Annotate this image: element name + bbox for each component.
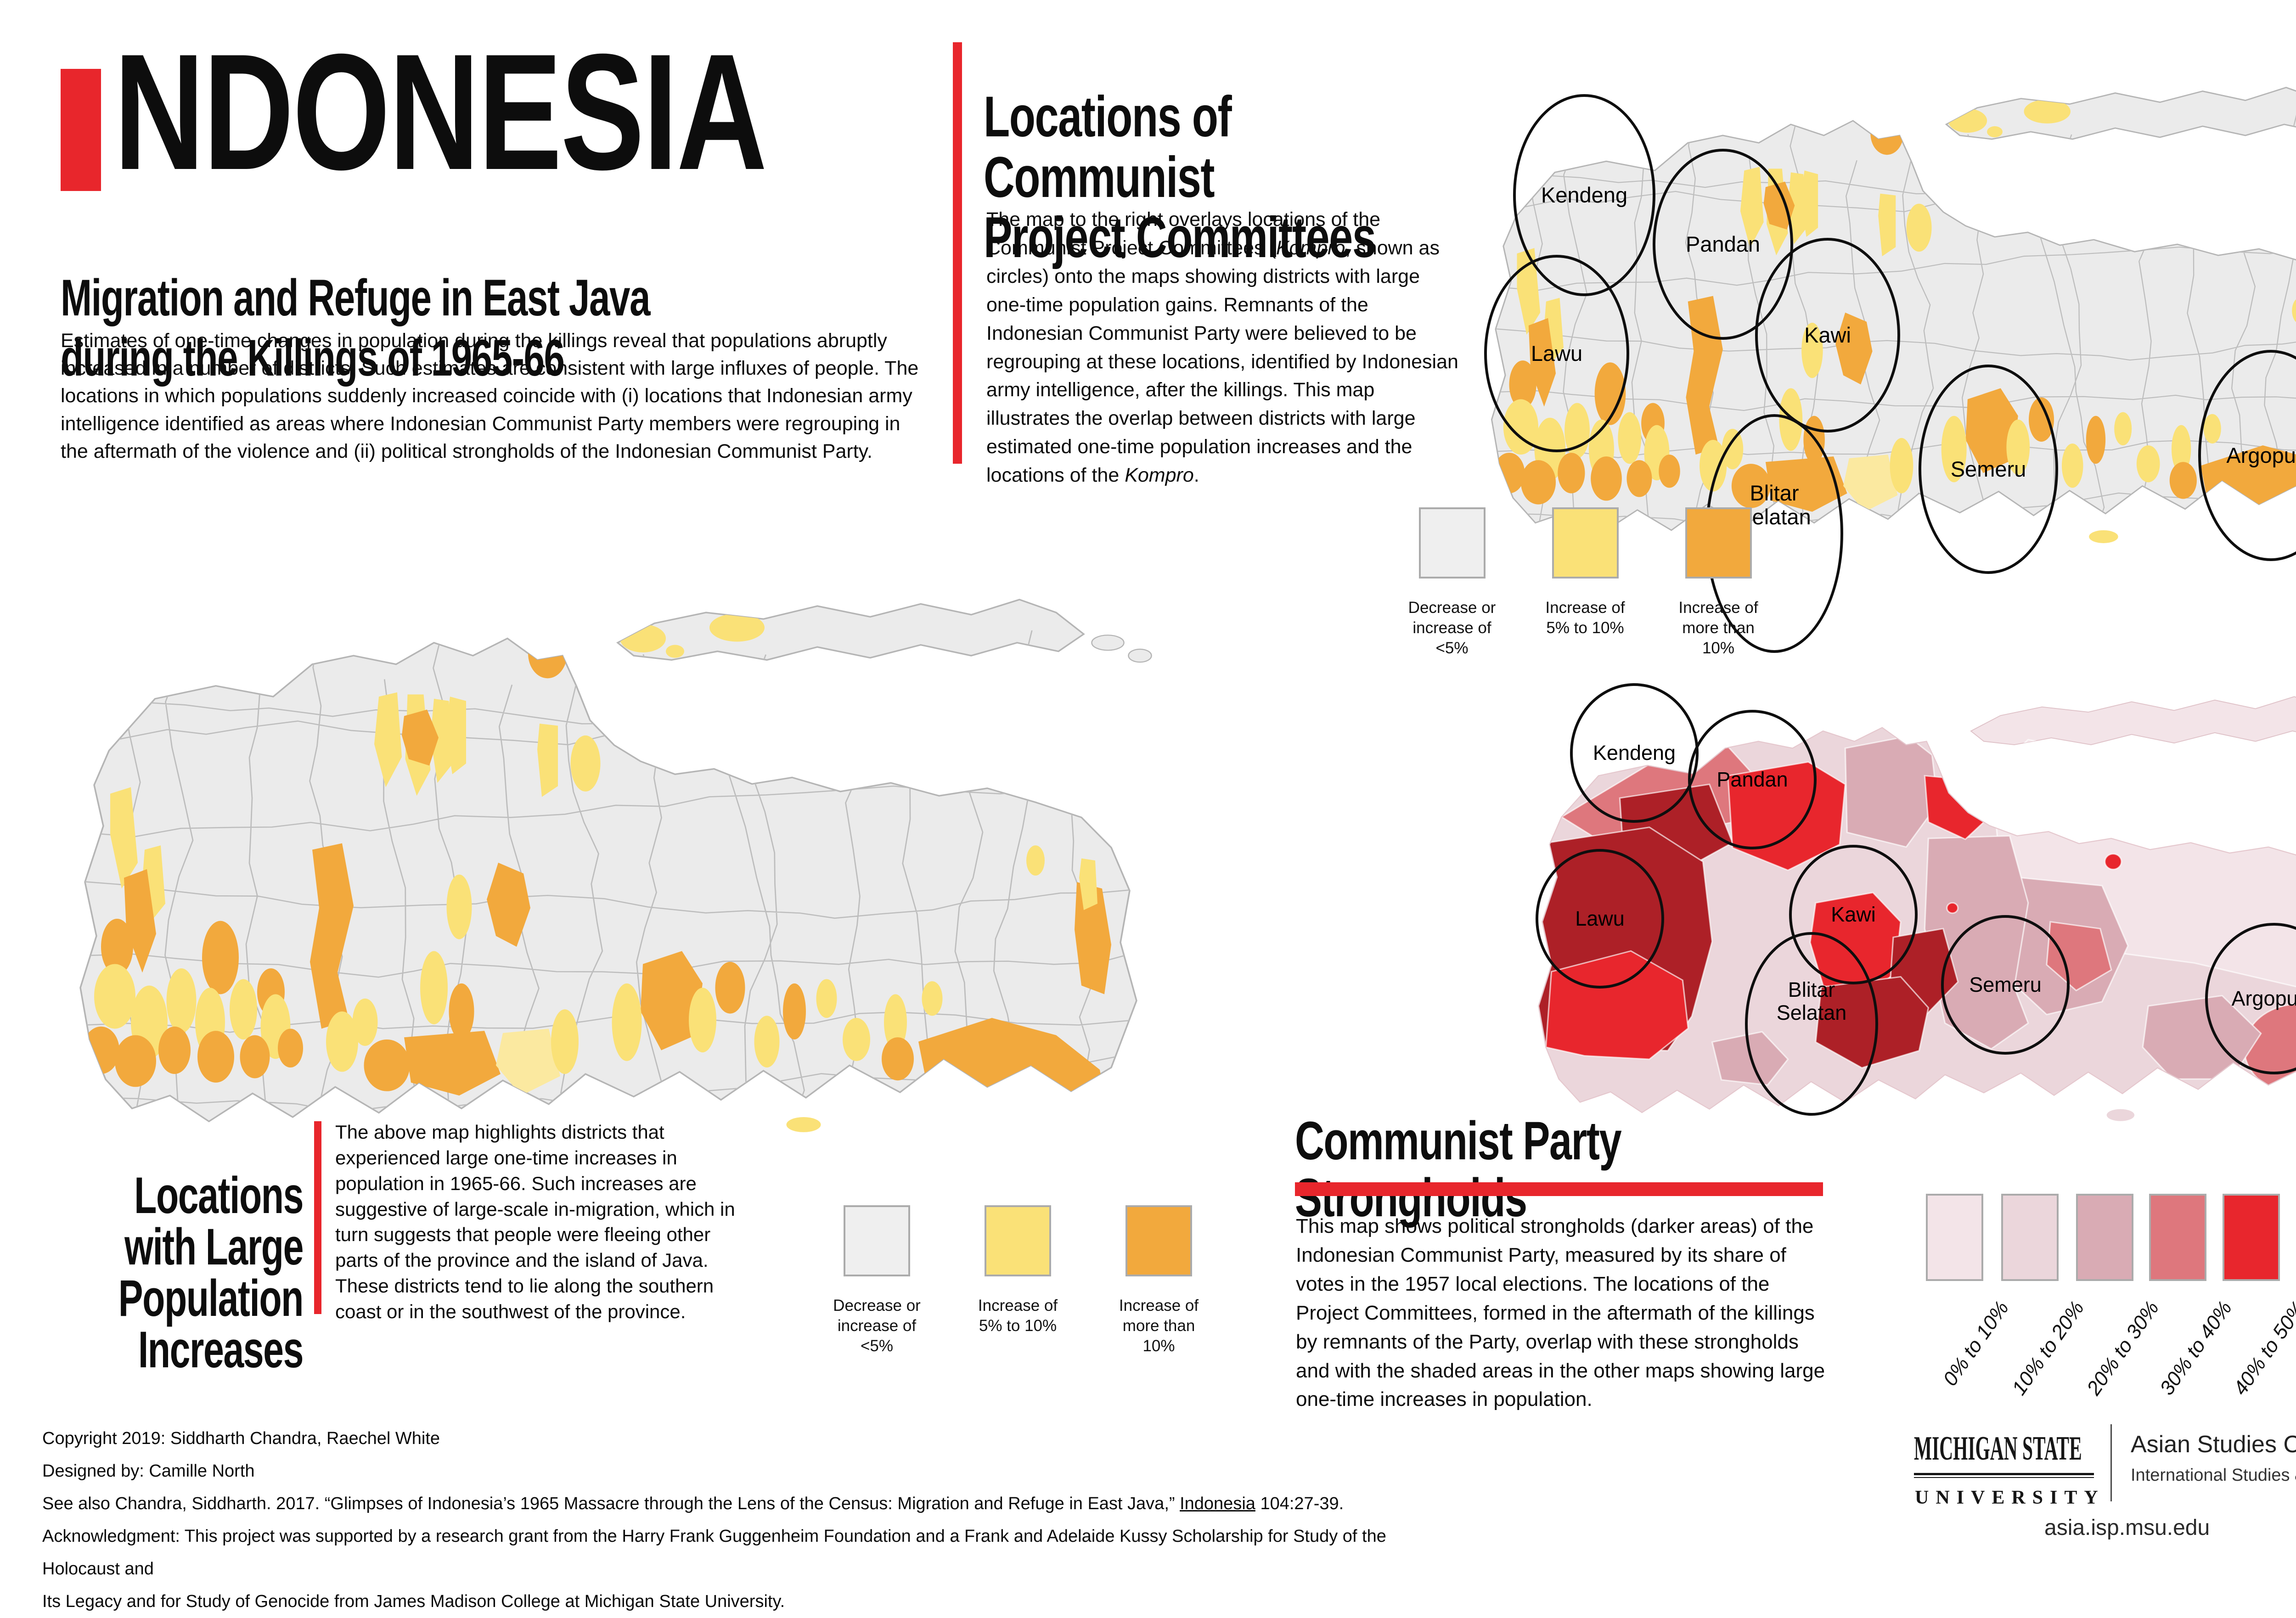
acknowledgment-line: Its Legacy and for Study of Genocide fro…	[42, 1592, 785, 1611]
legend-swatch-yellow	[985, 1205, 1051, 1276]
region-label: Lawu	[1531, 341, 1583, 366]
legend-label: Decrease or increase of <5%	[833, 1297, 921, 1355]
region-label: Kendeng	[1541, 183, 1628, 208]
strongholds-paragraph: This map shows political strongholds (da…	[1296, 1215, 1825, 1411]
increases-heading: Locations with Large Population Increase…	[118, 1167, 304, 1378]
strongholds-circle-blitar-selatan: Blitar Selatan	[1745, 932, 1878, 1116]
legend-swatch-orange	[1685, 507, 1752, 579]
votes-swatch-30-40	[2149, 1194, 2206, 1281]
legend-item: Decrease or increase of <5%	[825, 1205, 929, 1356]
region-label: Kendeng	[1593, 741, 1676, 765]
legend-swatch-orange	[1125, 1205, 1192, 1276]
citation-line: See also Chandra, Siddharth. 2017. “Glim…	[42, 1488, 1420, 1520]
strongholds-circle-semeru: Semeru	[1941, 915, 2070, 1055]
msu-wordmark: MICHIGAN STATE	[1914, 1430, 2082, 1467]
strongholds-circle-kendeng: Kendeng	[1570, 683, 1699, 823]
increases-paragraph: The above map highlights districts that …	[335, 1121, 735, 1323]
legend-item: Decrease or increase of <5%	[1401, 507, 1503, 658]
legend-label: Increase of 5% to 10%	[1545, 599, 1625, 637]
votes-swatch-40-50	[2223, 1194, 2280, 1281]
region-label: Pandan	[1685, 232, 1761, 257]
kompro-paragraph-text: The map to the right overlays locations …	[986, 208, 1381, 259]
copyright-line: Copyright 2019: Siddharth Chandra, Raech…	[42, 1429, 440, 1448]
legend-item: Increase of 5% to 10%	[966, 1205, 1069, 1356]
kompro-circle-kawi: Kawi	[1755, 238, 1900, 433]
strongholds-heading: Communist Party Strongholds	[1295, 1110, 1622, 1228]
legend-population-top: Decrease or increase of <5% Increase of …	[1401, 507, 1769, 658]
international-studies-programs: International Studies & Programs	[2131, 1466, 2296, 1485]
kompro-paragraph-text: , shown as circles) onto the maps showin…	[986, 236, 1458, 487]
map-population-large	[46, 535, 1194, 1139]
msu-url: asia.isp.msu.edu	[2044, 1516, 2210, 1540]
citation-text: 104:27-39.	[1255, 1494, 1344, 1513]
region-label: Lawu	[1575, 907, 1625, 931]
msu-rule	[1914, 1473, 2094, 1475]
strongholds-circle-lawu: Lawu	[1536, 849, 1664, 989]
poster-page: { "meta": { "accent_red": "#E8262C", "ma…	[42, 20, 2296, 1611]
title-text: NDONESIA	[114, 20, 767, 204]
legend-swatch-gray	[1418, 507, 1486, 579]
legend-swatch-gray	[844, 1205, 910, 1276]
legend-swatch-yellow	[1552, 507, 1619, 579]
msu-divider	[2110, 1424, 2112, 1501]
region-label: Argopuro	[2226, 443, 2296, 468]
legend-item: Increase of more than 10%	[1107, 1205, 1210, 1356]
strongholds-circle-pandan: Pandan	[1688, 710, 1817, 849]
region-label: Kawi	[1804, 323, 1851, 348]
increases-accent-bar	[314, 1121, 321, 1314]
legend-label: Decrease or increase of <5%	[1408, 599, 1496, 657]
kompro-italic: Kompro	[1125, 464, 1194, 487]
region-label: Kawi	[1831, 903, 1876, 927]
kompro-heading: Locations of Communist Project Committee…	[984, 85, 1376, 270]
votes-swatch-10-20	[2001, 1194, 2059, 1281]
votes-swatch-0-10	[1926, 1194, 1983, 1281]
region-label: Argopuro	[2231, 987, 2296, 1011]
kompro-circle-semeru: Semeru	[1919, 365, 2058, 574]
legend-population-bottom: Decrease or increase of <5% Increase of …	[825, 1205, 1210, 1356]
citation-text: See also Chandra, Siddharth. 2017. “Glim…	[42, 1494, 1180, 1513]
legend-label: Increase of more than 10%	[1119, 1297, 1199, 1355]
region-label: Pandan	[1716, 768, 1788, 792]
kompro-circle-lawu: Lawu	[1484, 255, 1629, 452]
region-label: Semeru	[1950, 457, 2026, 482]
kompro-accent-bar	[953, 42, 962, 464]
legend-item: Increase of more than 10%	[1668, 507, 1769, 658]
region-label: Semeru	[1969, 973, 2042, 997]
kompro-paragraph-text: .	[1193, 464, 1199, 487]
designed-line: Designed by: Camille North	[42, 1461, 255, 1481]
legend-label: Increase of more than 10%	[1678, 599, 1758, 657]
votes-swatch-20-30	[2076, 1194, 2133, 1281]
msu-university: UNIVERSITY	[1915, 1487, 2105, 1508]
msu-rule-thin	[1914, 1477, 2094, 1478]
journal-name: Indonesia	[1180, 1494, 1255, 1513]
intro-paragraph: Estimates of one-time changes in populat…	[61, 330, 919, 462]
region-label: Blitar Selatan	[1738, 481, 1811, 529]
footer-credits: Copyright 2019: Siddharth Chandra, Raech…	[42, 1422, 1420, 1618]
subtitle: Migration and Refuge in East Java during…	[61, 269, 650, 387]
legend-label: Increase of 5% to 10%	[978, 1297, 1058, 1335]
acknowledgment-line: Acknowledgment: This project was support…	[42, 1527, 1386, 1579]
title-letter-i	[61, 69, 101, 191]
strongholds-rule	[1295, 1182, 1823, 1196]
kompro-italic: Kompro	[1276, 236, 1345, 259]
kompro-circle-pandan: Pandan	[1653, 149, 1793, 340]
kompro-paragraph: The map to the right overlays locations …	[986, 206, 1462, 490]
region-label: Blitar Selatan	[1776, 978, 1847, 1024]
legend-item: Increase of 5% to 10%	[1535, 507, 1636, 658]
asian-studies-center: Asian Studies Center	[2131, 1431, 2296, 1458]
